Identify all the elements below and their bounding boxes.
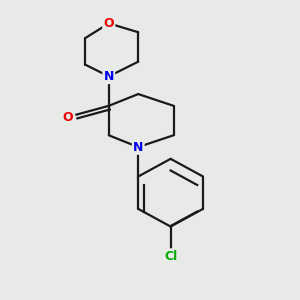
- Text: N: N: [103, 70, 114, 83]
- Text: N: N: [133, 141, 143, 154]
- Text: O: O: [62, 111, 73, 124]
- Text: O: O: [103, 17, 114, 30]
- Text: Cl: Cl: [164, 250, 177, 262]
